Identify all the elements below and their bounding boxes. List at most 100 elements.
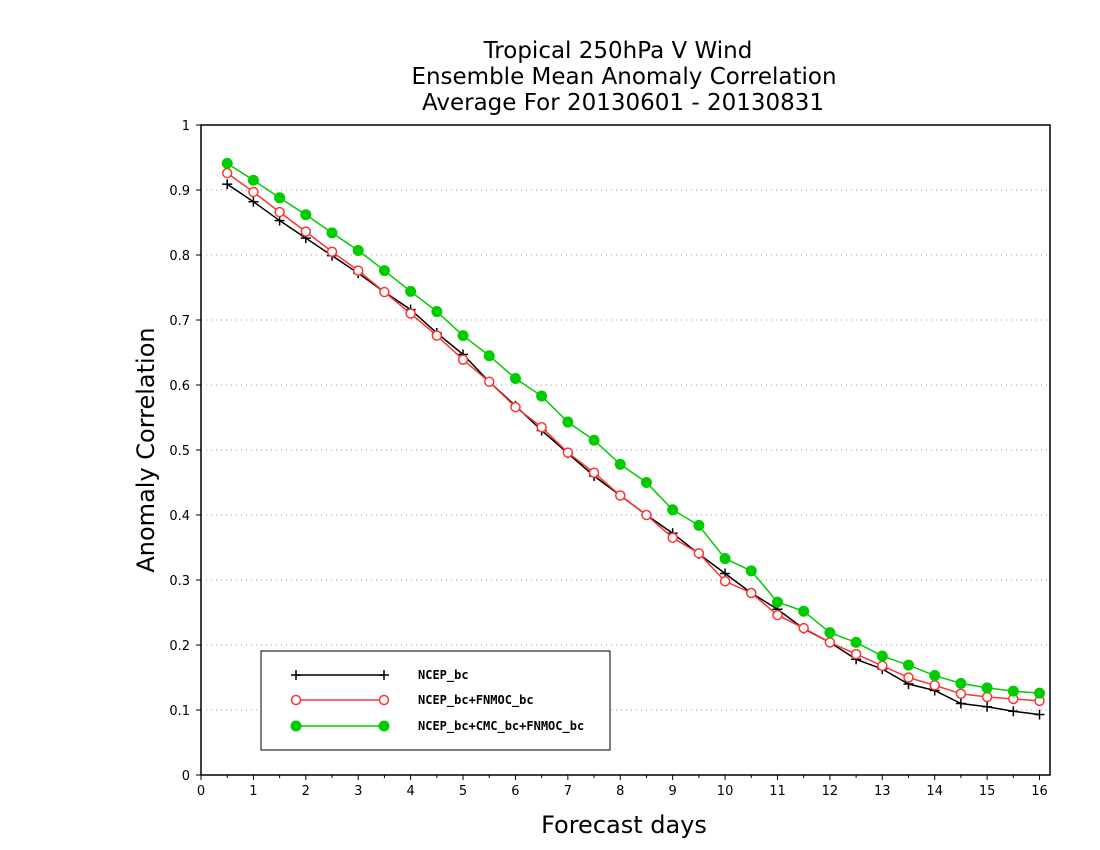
x-tick-label-13: 13 <box>874 784 891 799</box>
y-tick-label-1: 0.1 <box>169 704 190 719</box>
series-1-point-26 <box>903 672 914 683</box>
series-0-point-28 <box>955 698 966 709</box>
series-2-point-23 <box>824 627 836 639</box>
series-2-point-22 <box>798 605 810 617</box>
x-tick-label-2: 2 <box>302 784 310 799</box>
series-2-point-5 <box>352 244 364 256</box>
series-1-point-25 <box>877 660 888 672</box>
grid-lines <box>201 189 1050 711</box>
series-1-point-5 <box>352 265 364 276</box>
y-tick-label-7: 0.7 <box>169 314 190 329</box>
series-1-point-11 <box>510 401 521 413</box>
series-2-point-11 <box>509 373 521 384</box>
series-1-point-24 <box>850 648 862 660</box>
y-tick-label-4: 0.4 <box>169 509 190 524</box>
series-1-point-15 <box>615 490 626 501</box>
title-line-3: Average For 20130601 - 20130831 <box>422 90 824 116</box>
legend-marker-end-2 <box>378 720 390 732</box>
series-2-point-10 <box>483 350 495 362</box>
x-tick-label-0: 0 <box>197 784 205 799</box>
series-2-point-9 <box>457 330 469 342</box>
x-tick-label-16: 16 <box>1031 784 1048 799</box>
series-1-point-0 <box>221 167 233 179</box>
x-tick-label-8: 8 <box>616 784 624 799</box>
series-1-point-10 <box>483 376 495 387</box>
series-2-point-4 <box>326 227 338 239</box>
series-2-point-14 <box>588 434 600 446</box>
series-1-point-14 <box>588 467 600 478</box>
x-tick-label-15: 15 <box>979 784 996 799</box>
title-line-2: Ensemble Mean Anomaly Correlation <box>411 64 836 90</box>
series-1-point-9 <box>457 354 469 365</box>
series-1-point-19 <box>719 576 731 587</box>
legend-marker-start-1 <box>290 694 302 706</box>
x-tick-label-10: 10 <box>717 784 734 799</box>
series-2-point-8 <box>431 306 443 318</box>
legend-marker-start-2 <box>290 720 302 732</box>
series-1-point-21 <box>772 609 783 621</box>
series-2-point-27 <box>929 670 941 682</box>
x-tick-label-9: 9 <box>669 784 677 799</box>
series-2-point-26 <box>903 659 914 671</box>
series-1-point-16 <box>641 509 652 521</box>
data-series <box>221 157 1046 720</box>
y-tick-label-3: 0.3 <box>169 574 190 589</box>
series-2-point-13 <box>562 416 574 428</box>
series-2-point-12 <box>536 390 548 402</box>
series-0 <box>222 179 1045 720</box>
series-1-point-12 <box>536 422 547 433</box>
legend-items: NCEP_bc NCEP_bc+FNMOC_bc NCEP_bc+CMC_bc+FN… <box>290 668 584 734</box>
y-tick-label-0: 0 <box>182 769 190 784</box>
y-tick-label-5: 0.5 <box>169 444 190 459</box>
series-2-point-24 <box>850 636 862 648</box>
legend-marker-end-1 <box>378 694 390 706</box>
legend: NCEP_bc NCEP_bc+FNMOC_bc NCEP_bc+CMC_bc+FN… <box>260 650 611 751</box>
series-1-point-1 <box>248 186 259 198</box>
legend-label-0: NCEP_bc <box>418 668 469 683</box>
series-2 <box>221 157 1046 699</box>
series-2-point-25 <box>876 650 888 662</box>
series-2-point-6 <box>378 265 390 277</box>
x-tick-label-11: 11 <box>769 784 786 799</box>
series-0-point-1 <box>248 196 259 207</box>
series-1-point-8 <box>431 330 443 341</box>
x-tick-label-12: 12 <box>822 784 839 799</box>
series-1-point-7 <box>405 308 416 319</box>
x-tick-label-6: 6 <box>511 784 519 799</box>
x-tick-label-14: 14 <box>926 784 943 799</box>
axes <box>196 124 1051 780</box>
x-tick-label-5: 5 <box>459 784 467 799</box>
series-0-point-30 <box>1008 706 1019 717</box>
series-2-point-19 <box>719 553 731 565</box>
series-1-point-29 <box>981 691 993 703</box>
series-1-point-23 <box>824 637 836 648</box>
x-tick-label-7: 7 <box>564 784 572 799</box>
series-line-2 <box>226 162 1040 694</box>
series-2-point-1 <box>247 174 259 186</box>
x-tick-label-4: 4 <box>406 784 414 799</box>
series-2-point-20 <box>745 565 757 577</box>
series-1-point-28 <box>955 688 967 699</box>
series-2-point-2 <box>274 192 286 204</box>
series-2-point-29 <box>981 682 993 694</box>
y-axis-title: Anomaly Correlation <box>132 327 160 572</box>
y-tick-label-10: 1 <box>182 119 190 134</box>
series-2-point-17 <box>667 504 679 516</box>
series-2-point-7 <box>405 285 417 297</box>
y-tick-labels: 0 0.1 0.2 0.3 0.4 0.5 0.6 0.7 0.8 0.9 1 <box>169 119 190 784</box>
series-1-point-4 <box>326 246 338 257</box>
series-1-point-20 <box>746 587 757 599</box>
legend-marker-end-0 <box>379 670 389 680</box>
series-2-point-3 <box>300 209 312 221</box>
series-1-point-6 <box>379 286 390 298</box>
legend-label-2: NCEP_bc+CMC_bc+FNMOC_bc <box>418 719 584 734</box>
series-0-point-31 <box>1034 709 1045 720</box>
series-2-point-31 <box>1034 687 1046 699</box>
series-line-1 <box>226 172 1040 702</box>
series-2-point-30 <box>1007 685 1019 697</box>
series-2-point-0 <box>221 157 233 169</box>
y-tick-label-6: 0.6 <box>169 379 190 394</box>
series-2-point-15 <box>614 458 626 470</box>
series-1-point-3 <box>300 226 312 237</box>
